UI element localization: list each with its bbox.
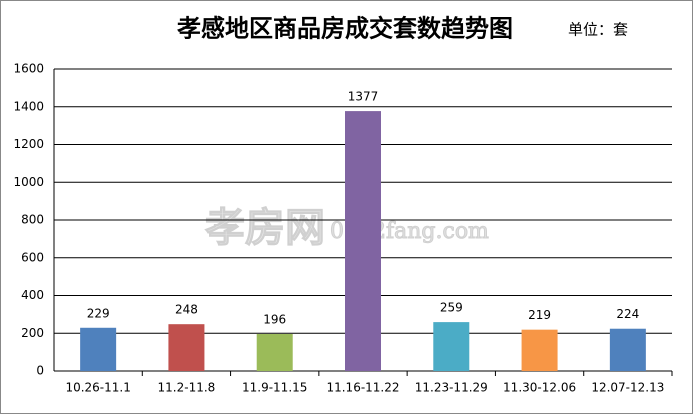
- x-tick-label: 10.26-11.1: [65, 381, 130, 395]
- data-label: 219: [528, 308, 551, 322]
- bar: [168, 324, 205, 371]
- x-tick-label: 11.2-11.8: [158, 381, 216, 395]
- bar: [256, 334, 293, 371]
- x-tick-label: 11.30-12.06: [503, 381, 576, 395]
- x-tick-label: 12.07-12.13: [591, 381, 664, 395]
- y-tick-label: 1600: [13, 62, 44, 76]
- x-tick-label: 11.9-11.15: [242, 381, 307, 395]
- bar: [80, 327, 117, 371]
- y-tick-label: 1200: [13, 137, 44, 151]
- data-label: 229: [87, 306, 110, 320]
- y-tick-label: 600: [21, 250, 44, 264]
- unit-label: 单位：套: [568, 21, 628, 39]
- y-tick-label: 200: [21, 326, 44, 340]
- y-tick-label: 800: [21, 213, 44, 227]
- data-label: 259: [440, 301, 463, 315]
- data-label: 1377: [348, 90, 379, 104]
- data-label: 196: [263, 313, 286, 327]
- chart-title: 孝感地区商品房成交套数趋势图: [177, 14, 513, 43]
- bar: [345, 111, 381, 371]
- data-label: 248: [175, 303, 198, 317]
- watermark-mark: 孝房网: [205, 205, 325, 251]
- y-tick-label: 0: [36, 364, 44, 378]
- data-label: 224: [616, 307, 639, 321]
- bar: [433, 322, 470, 371]
- bar: [521, 329, 558, 371]
- y-tick-label: 1400: [13, 99, 44, 113]
- x-tick-label: 11.23-11.29: [415, 381, 488, 395]
- y-tick-label: 400: [21, 288, 44, 302]
- y-tick-label: 1000: [13, 175, 44, 189]
- x-tick-label: 11.16-11.22: [326, 381, 399, 395]
- bar: [609, 328, 646, 371]
